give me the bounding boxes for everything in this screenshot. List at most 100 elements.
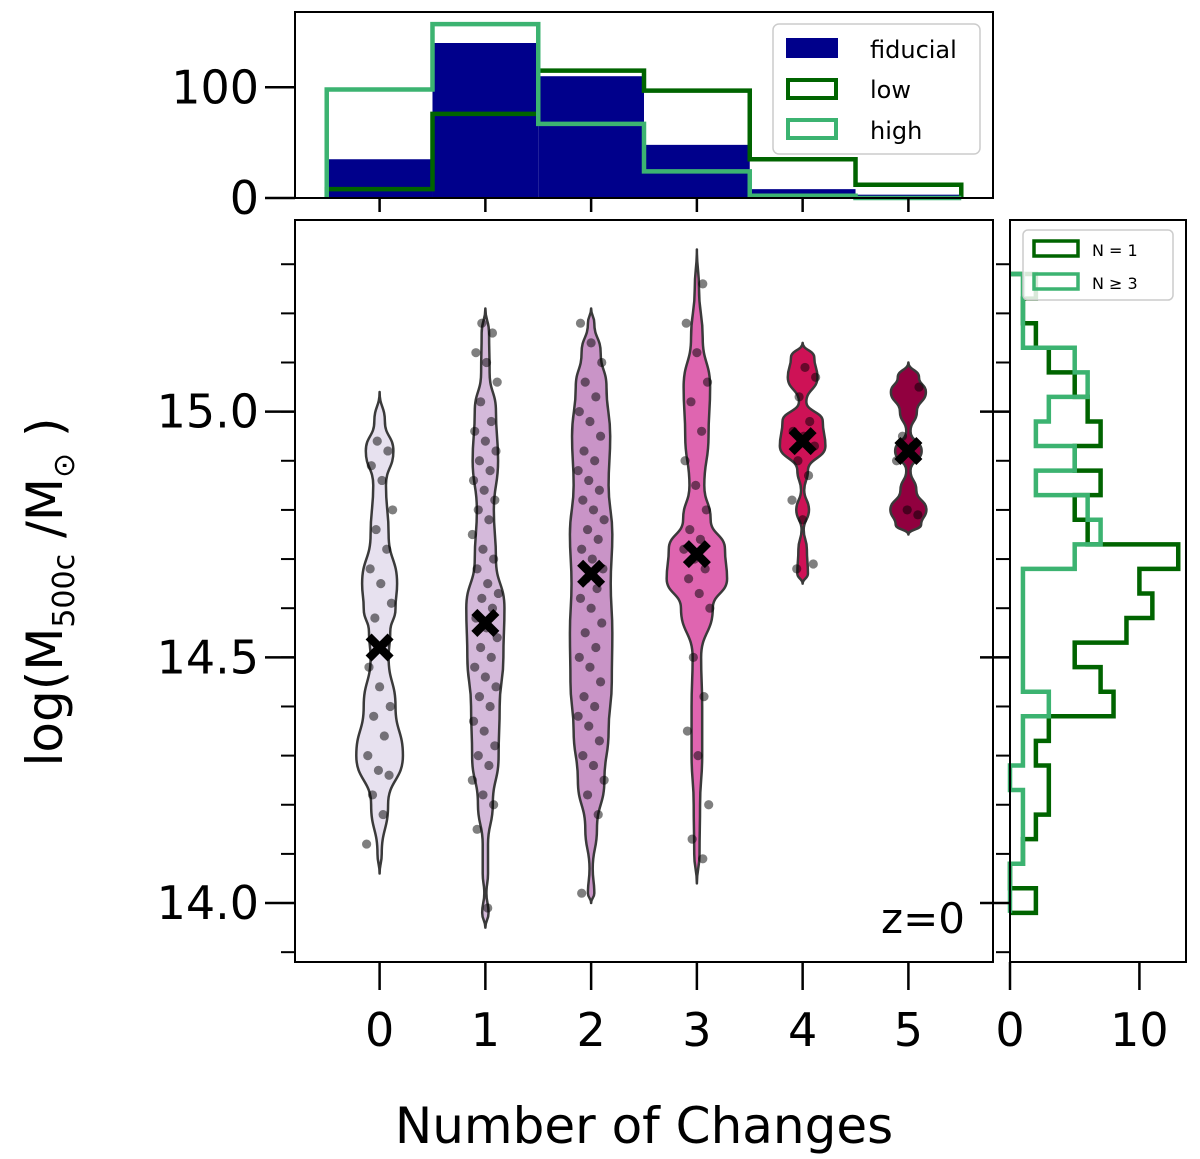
data-point-0-22	[372, 436, 382, 446]
violin-0	[355, 390, 405, 875]
data-point-3-16	[691, 480, 701, 490]
data-point-1-27	[467, 529, 477, 540]
data-point-4-4	[803, 470, 814, 481]
data-point-0-14	[376, 579, 386, 589]
data-point-1-30	[490, 495, 500, 505]
violin-ytick-label-1: 14.5	[157, 630, 259, 684]
data-point-4-12	[800, 362, 810, 373]
top-bar-fiducial-0	[326, 159, 433, 198]
data-point-2-36	[574, 407, 584, 417]
right-step-n1	[1007, 271, 1181, 916]
data-point-1-4	[467, 775, 477, 785]
data-point-3-15	[701, 505, 711, 515]
legend-label-fiducial: fiducial	[870, 36, 957, 64]
data-point-1-14	[470, 662, 480, 672]
data-point-0-9	[375, 682, 385, 692]
data-point-3-7	[705, 603, 715, 613]
top-histogram-y-ticks: 0 100	[171, 60, 295, 225]
data-point-4-3	[787, 495, 797, 505]
data-point-1-25	[489, 554, 499, 564]
data-point-2-10	[579, 692, 589, 702]
data-point-3-18	[697, 426, 707, 436]
data-point-1-39	[476, 397, 486, 407]
data-point-0-4	[373, 765, 384, 775]
legend-swatch-fiducial	[786, 38, 838, 58]
violin-xtick-label-5: 5	[894, 1003, 923, 1057]
legend-swatch-high	[786, 118, 838, 140]
right-step-n3	[1007, 271, 1103, 913]
data-point-1-43	[487, 328, 498, 338]
data-point-5-0	[913, 510, 923, 520]
top-bar-fiducial-1	[432, 43, 539, 198]
data-point-1-29	[473, 505, 483, 515]
top-step-high	[324, 21, 962, 201]
data-point-3-1	[687, 834, 697, 844]
violin-xtick-label-2: 2	[576, 1003, 605, 1057]
data-point-1-23	[483, 579, 493, 589]
legend-swatch-n3	[1032, 272, 1080, 291]
median-marker-5	[894, 436, 923, 465]
data-point-4-9	[805, 416, 815, 427]
data-point-5-5	[914, 382, 924, 392]
data-point-4-10	[794, 392, 804, 402]
data-point-2-27	[588, 505, 599, 515]
data-point-4-2	[798, 515, 808, 525]
data-point-1-11	[474, 692, 485, 702]
data-point-2-26	[599, 515, 609, 525]
top-histogram-x-ticks	[378, 198, 910, 212]
data-point-1-35	[491, 446, 501, 456]
data-point-2-5	[578, 751, 588, 761]
top-histogram-frame	[294, 11, 994, 199]
data-point-0-18	[388, 505, 398, 515]
data-point-1-5	[484, 760, 494, 771]
data-point-0-15	[365, 564, 375, 574]
data-point-1-38	[486, 416, 496, 427]
data-point-1-33	[485, 466, 495, 476]
data-point-3-3	[693, 751, 703, 761]
data-point-3-5	[699, 692, 709, 702]
data-point-0-10	[364, 662, 374, 672]
data-point-2-2	[582, 790, 593, 800]
data-point-1-32	[468, 475, 479, 486]
legend-label-n1: N = 1	[1092, 241, 1138, 260]
data-point-0-5	[363, 751, 373, 761]
data-point-2-3	[599, 775, 609, 785]
data-point-4-11	[811, 372, 821, 382]
right-histogram-panel: 0 10 N = 1 N ≥ 3	[980, 219, 1187, 1057]
top-step-low	[324, 68, 964, 198]
data-point-2-13	[574, 652, 584, 662]
data-point-3-8	[694, 588, 704, 599]
top-legend: fiducial low high	[772, 23, 981, 155]
x-axis-label: Number of Changes	[395, 1097, 893, 1155]
data-point-1-31	[479, 485, 489, 495]
data-point-3-4	[682, 726, 693, 736]
data-point-3-19	[686, 397, 696, 407]
data-point-0-16	[382, 544, 392, 554]
data-point-2-29	[594, 485, 604, 495]
data-point-3-20	[702, 377, 713, 387]
data-point-3-13	[695, 534, 706, 545]
legend-swatch-n1	[1032, 239, 1080, 258]
data-point-0-20	[366, 461, 376, 471]
data-point-1-21	[477, 593, 487, 603]
data-point-0-12	[370, 613, 380, 623]
data-point-5-1	[902, 505, 912, 515]
violin-x-ticks: 0 1 2 3 4 5	[365, 962, 923, 1057]
data-point-4-5	[793, 456, 803, 466]
data-point-1-36	[480, 436, 490, 446]
data-point-3-9	[684, 574, 694, 584]
right-xtick-label-1: 10	[1110, 1003, 1169, 1057]
violin-xtick-label-3: 3	[682, 1003, 711, 1057]
data-point-3-2	[704, 800, 714, 810]
data-point-2-12	[585, 662, 595, 672]
data-point-3-6	[688, 652, 698, 662]
data-point-2-4	[588, 760, 599, 771]
data-point-2-31	[573, 466, 583, 476]
data-point-1-41	[481, 357, 492, 368]
top-bar-fiducial-2	[538, 76, 644, 198]
median-markers	[365, 427, 923, 662]
legend-label-high: high	[870, 117, 922, 145]
data-point-0-0	[362, 839, 372, 849]
right-legend-box	[1022, 229, 1174, 301]
data-point-1-13	[480, 672, 490, 682]
